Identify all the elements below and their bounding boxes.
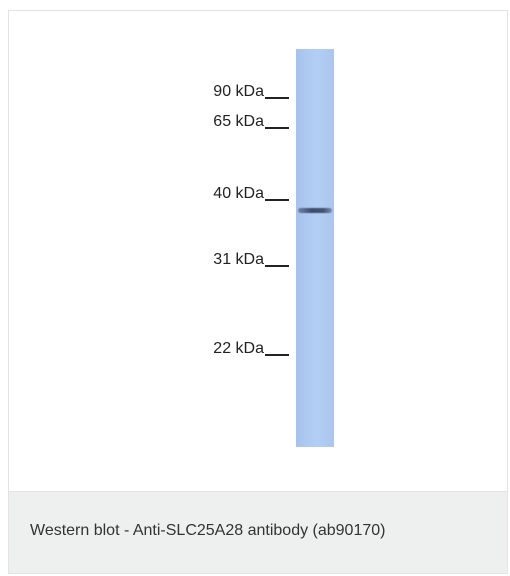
marker-tick [265, 199, 289, 201]
figure-caption: Western blot - Anti-SLC25A28 antibody (a… [30, 522, 386, 539]
marker-label: 31 kDa [213, 251, 264, 268]
marker-40kda: 40 kDa [9, 185, 289, 203]
marker-label: 65 kDa [213, 113, 264, 130]
marker-22kda: 22 kDa [9, 340, 289, 358]
marker-label: 40 kDa [213, 185, 264, 202]
western-blot-image: 90 kDa 65 kDa 40 kDa 31 kDa 22 kDa [9, 11, 507, 491]
marker-label: 22 kDa [213, 340, 264, 357]
protein-band [298, 208, 332, 213]
marker-tick [265, 127, 289, 129]
marker-tick [265, 97, 289, 99]
caption-bar: Western blot - Anti-SLC25A28 antibody (a… [9, 491, 507, 573]
blot-lane [296, 49, 334, 447]
marker-90kda: 90 kDa [9, 83, 289, 101]
marker-label: 90 kDa [213, 83, 264, 100]
marker-31kda: 31 kDa [9, 251, 289, 269]
figure-card: 90 kDa 65 kDa 40 kDa 31 kDa 22 kDa Weste… [8, 10, 508, 574]
marker-tick [265, 265, 289, 267]
marker-65kda: 65 kDa [9, 113, 289, 131]
marker-tick [265, 354, 289, 356]
